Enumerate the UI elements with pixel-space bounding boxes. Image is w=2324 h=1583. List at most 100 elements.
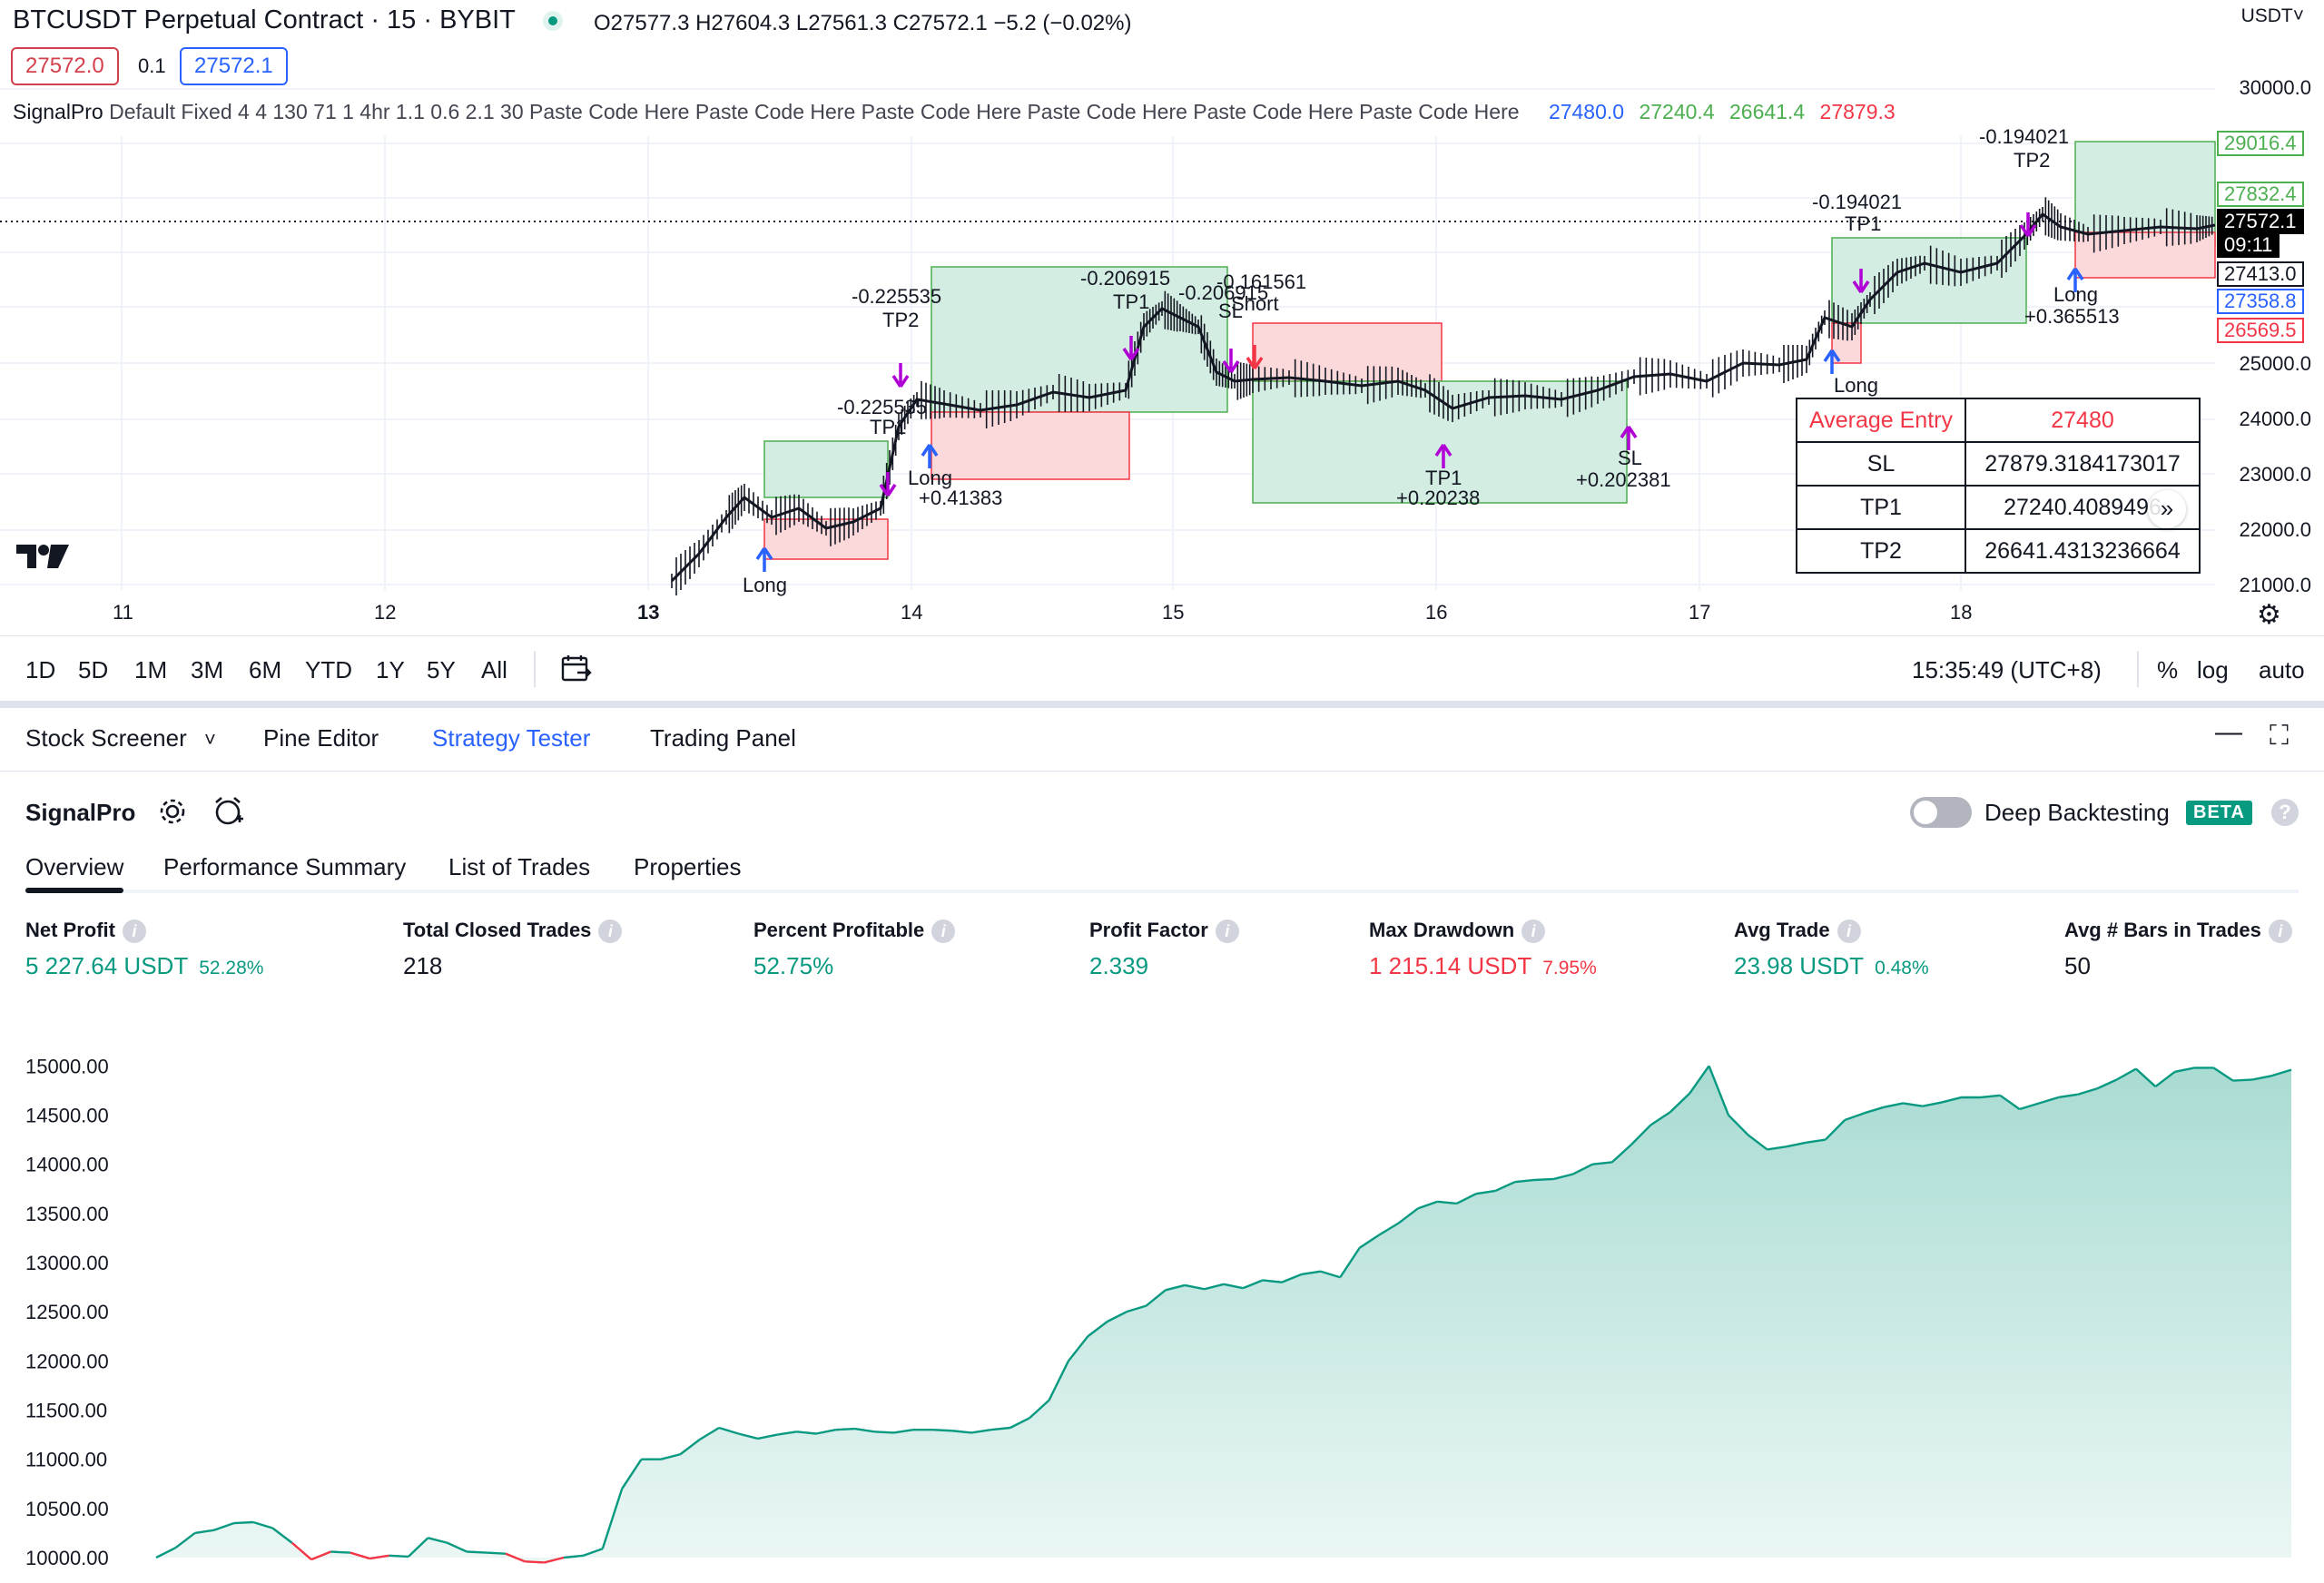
info-icon[interactable]: i — [2268, 919, 2292, 944]
trade-annotation-label: -0.194021 — [1812, 191, 1902, 213]
equity-line-segment — [990, 1426, 1010, 1431]
indicator-name: SignalPro — [13, 100, 103, 123]
info-icon[interactable]: i — [1521, 919, 1546, 944]
equity-axis-tick: 14000.00 — [25, 1154, 109, 1176]
time-axis-tick: 11 — [113, 601, 133, 624]
info-icon[interactable]: i — [598, 919, 623, 944]
info-icon[interactable]: i — [123, 919, 146, 944]
equity-axis-tick: 15000.00 — [25, 1055, 109, 1077]
minimize-icon[interactable]: — — [2215, 717, 2242, 747]
equity-line-segment — [1941, 1096, 1962, 1104]
trade-annotation-label: -0.206915 — [1178, 281, 1268, 304]
equity-line-segment — [1553, 1173, 1574, 1181]
equity-line-segment — [2077, 1087, 2098, 1096]
equity-line-segment — [330, 1550, 350, 1554]
tab-trading-panel[interactable]: Trading Panel — [650, 724, 796, 752]
time-axis-tick: 17 — [1689, 601, 1711, 624]
tab-strategy-tester[interactable]: Strategy Tester — [432, 724, 591, 752]
sell-price-button[interactable]: 27572.0 — [11, 47, 119, 85]
equity-line-segment — [350, 1551, 370, 1560]
range-all-button[interactable]: All — [481, 656, 507, 683]
equity-line-segment — [1514, 1178, 1535, 1184]
equity-axis-tick: 13000.00 — [25, 1252, 109, 1274]
range-3m-button[interactable]: 3M — [191, 656, 224, 683]
symbol-title[interactable]: BTCUSDT Perpetual Contract · 15 · BYBIT — [13, 5, 516, 34]
sl-price-tag: 26569.5 — [2217, 318, 2304, 343]
tab-properties[interactable]: Properties — [634, 853, 742, 880]
metric-total-closed-trades: Total Closed Trades i 218 — [403, 919, 623, 980]
equity-line-segment — [2251, 1074, 2272, 1081]
tab-performance-summary[interactable]: Performance Summary — [163, 853, 407, 880]
spread-value: 0.1 — [138, 54, 166, 77]
metric-label: Avg Trade — [1734, 919, 1830, 941]
tab-list-of-trades[interactable]: List of Trades — [448, 853, 591, 880]
equity-line-segment — [835, 1427, 855, 1431]
help-icon[interactable]: ? — [2271, 799, 2299, 826]
metric-value: 23.98 USDT — [1734, 952, 1865, 980]
metric-net-profit: Net Profit i 5 227.64 USDT 52.28% — [25, 919, 263, 980]
bar-countdown-tag: 09:11 — [2217, 232, 2280, 258]
equity-line-segment — [1980, 1094, 2001, 1099]
range-ytd-button[interactable]: YTD — [305, 656, 352, 683]
currency-selector[interactable]: USDT˅ — [2240, 5, 2304, 26]
entry-price-tag: 27358.8 — [2217, 289, 2304, 314]
pane-resize-handle[interactable] — [0, 701, 2324, 708]
equity-line-segment — [525, 1560, 545, 1564]
gear-icon[interactable] — [156, 795, 189, 828]
trade-annotation-label: -0.194021 — [1979, 125, 2069, 148]
deep-backtesting-toggle[interactable] — [1910, 797, 1972, 828]
equity-line-segment — [1494, 1181, 1516, 1192]
trade-annotation-label: Long — [1834, 374, 1878, 397]
equity-line-segment — [1669, 1092, 1690, 1114]
equity-line-segment — [1359, 1234, 1380, 1249]
range-1m-button[interactable]: 1M — [134, 656, 168, 683]
equity-curve-chart[interactable]: 15000.00 14500.00 14000.00 13500.00 13000.00… — [0, 998, 2324, 1583]
chevron-right-icon[interactable]: » — [2148, 490, 2186, 528]
tab-pine-editor[interactable]: Pine Editor — [263, 724, 379, 752]
price-chart-pane[interactable]: Long -0.225535 TP2 -0.225535 TP1 Long +0.41383… — [0, 0, 2324, 635]
info-icon[interactable]: i — [1837, 919, 1861, 944]
tab-overview[interactable]: Overview — [25, 853, 124, 880]
gear-icon[interactable]: ⚙ — [2257, 600, 2281, 630]
tradingview-logo-icon[interactable] — [16, 543, 69, 570]
time-axis-tick: 14 — [901, 601, 923, 624]
buy-price-button[interactable]: 27572.1 — [180, 47, 288, 85]
table-key: TP1 — [1796, 485, 1966, 530]
arrow-up-icon — [1823, 349, 1841, 374]
last-price-tag: 27572.1 — [2217, 209, 2304, 234]
auto-scale-button[interactable]: auto — [2259, 656, 2305, 683]
chevron-down-icon[interactable]: ˅ — [203, 728, 216, 751]
go-to-date-icon[interactable] — [561, 654, 592, 683]
indicator-legend[interactable]: SignalPro Default Fixed 4 4 130 71 1 4hr… — [13, 100, 1896, 124]
alarm-clock-icon[interactable] — [212, 795, 245, 828]
bottom-panel-tabs: Stock Screener ˅ Pine Editor Strategy Te… — [0, 708, 2324, 772]
equity-line-segment — [582, 1548, 604, 1557]
toolbar-divider — [2137, 651, 2139, 687]
info-icon[interactable]: i — [931, 919, 956, 944]
equity-line-segment — [796, 1431, 817, 1435]
equity-line-segment — [369, 1554, 389, 1560]
equity-line-segment — [1281, 1273, 1302, 1283]
tab-stock-screener[interactable]: Stock Screener ˅ — [25, 724, 216, 752]
maximize-icon[interactable]: ⛶ — [2270, 721, 2289, 751]
tabs-track — [25, 890, 2299, 893]
percent-scale-button[interactable]: % — [2157, 656, 2179, 683]
range-6m-button[interactable]: 6M — [249, 656, 282, 683]
timezone-clock[interactable]: 15:35:49 (UTC+8) — [1912, 656, 2102, 683]
equity-line-segment — [1397, 1207, 1419, 1224]
trade-annotation-label: +0.365513 — [2024, 305, 2120, 328]
candlestick-chart[interactable]: Long-0.225535TP2-0.225535TP1Long+0.41383… — [0, 0, 2324, 635]
equity-axis-tick: 12500.00 — [25, 1301, 109, 1323]
price-axis-tick: 25000.0 — [2239, 352, 2311, 375]
range-5d-button[interactable]: 5D — [78, 656, 109, 683]
range-1y-button[interactable]: 1Y — [376, 656, 405, 683]
equity-line-segment — [815, 1428, 836, 1435]
trade-annotation-label: TP1 — [1425, 467, 1462, 489]
price-axis-tick: 30000.0 — [2239, 76, 2311, 99]
info-icon[interactable]: i — [1215, 919, 1239, 944]
range-5y-button[interactable]: 5Y — [427, 656, 456, 683]
equity-line-segment — [854, 1427, 875, 1433]
range-1d-button[interactable]: 1D — [25, 656, 56, 683]
equity-line-segment — [213, 1521, 234, 1531]
log-scale-button[interactable]: log — [2197, 656, 2229, 683]
